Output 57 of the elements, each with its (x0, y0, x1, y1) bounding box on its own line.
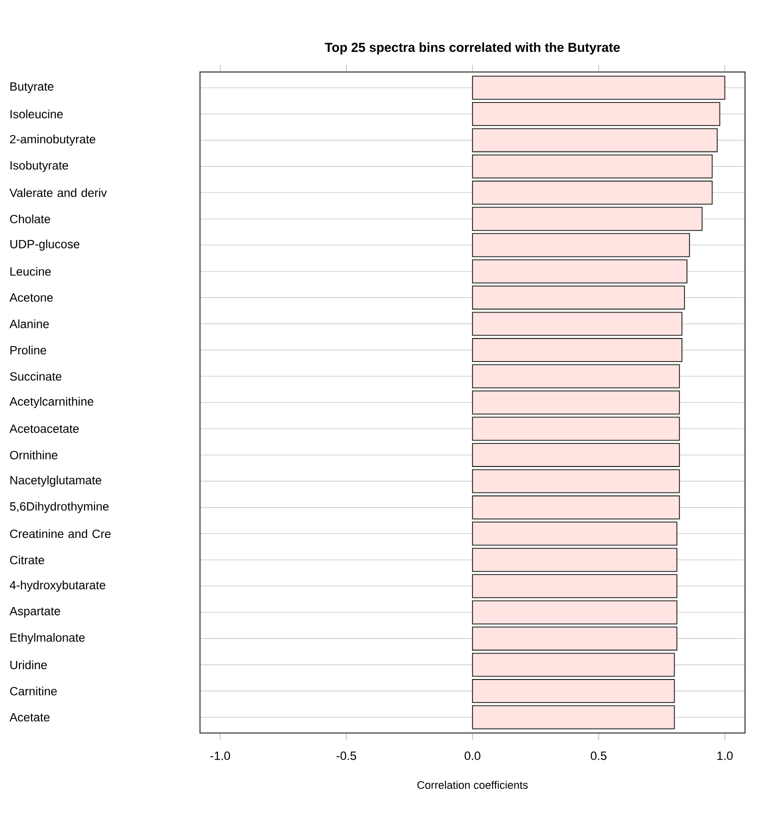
y-tick-label: 4-hydroxybutarate (10, 580, 106, 592)
bar (472, 600, 678, 624)
x-tick-label: -1.0 (210, 752, 230, 760)
bar (472, 679, 675, 704)
bar (472, 390, 680, 414)
y-tick-label: Alanine (9, 319, 49, 328)
y-tick-label: Creatinine and Cre (10, 529, 111, 538)
bar (472, 259, 688, 284)
y-tick-label: Succinate (10, 372, 62, 381)
bar (472, 522, 678, 546)
bar (472, 233, 690, 258)
bar (472, 469, 680, 494)
x-tick-label: -0.5 (336, 752, 356, 760)
y-tick-label: Citrate (10, 556, 44, 564)
y-tick-label: Proline (10, 346, 46, 354)
bar (472, 154, 713, 178)
x-tick-label: 0.5 (590, 752, 606, 760)
y-tick-label: Uridine (10, 660, 47, 670)
bar (472, 442, 680, 467)
bar (472, 76, 726, 100)
bar (472, 416, 680, 441)
y-tick-label: Carnitine (10, 686, 57, 696)
y-tick-label: 2-aminobutyrate (10, 134, 96, 146)
bar (472, 286, 685, 310)
x-tick-label: 1.0 (717, 752, 733, 760)
y-tick-label: Cholate (10, 214, 50, 224)
bar (472, 495, 680, 520)
bar (472, 574, 678, 598)
y-tick-label: Isobutyrate (10, 160, 68, 172)
bar (472, 338, 682, 362)
y-tick-label: Isoleucine (10, 110, 63, 118)
bar (472, 102, 720, 126)
bar (472, 312, 682, 336)
x-axis-title: Correlation coefficients (417, 780, 528, 789)
y-tick-label: Ethylmalonate (10, 633, 85, 644)
y-tick-label: UDP-glucose (10, 240, 80, 251)
y-tick-label: Butyrate (10, 82, 54, 94)
bar (472, 626, 678, 651)
chart-title: Top 25 spectra bins correlated with the Butyrate (324, 42, 620, 55)
y-tick-label: Acetone (9, 293, 53, 302)
y-tick-label: Ornithine (10, 450, 58, 460)
bar (472, 705, 675, 730)
bar (472, 652, 675, 677)
y-tick-label: Aspartate (9, 607, 60, 618)
bar (472, 364, 680, 388)
y-tick-label: 5,6Dihydrothymine (10, 502, 109, 513)
y-tick-label: Valerate and deriv (10, 188, 107, 198)
bar (472, 180, 713, 205)
y-tick-label: Leucine (10, 266, 51, 276)
y-tick-label: Nacetylglutamate (10, 476, 102, 487)
y-tick-label: Acetylcarnithine (9, 396, 94, 408)
bar (472, 128, 718, 152)
x-tick-label: 0.0 (464, 752, 480, 760)
y-tick-label: Acetoacetate (9, 424, 79, 433)
bar (472, 206, 703, 231)
y-tick-label: Acetate (9, 713, 50, 722)
bar (472, 548, 678, 572)
